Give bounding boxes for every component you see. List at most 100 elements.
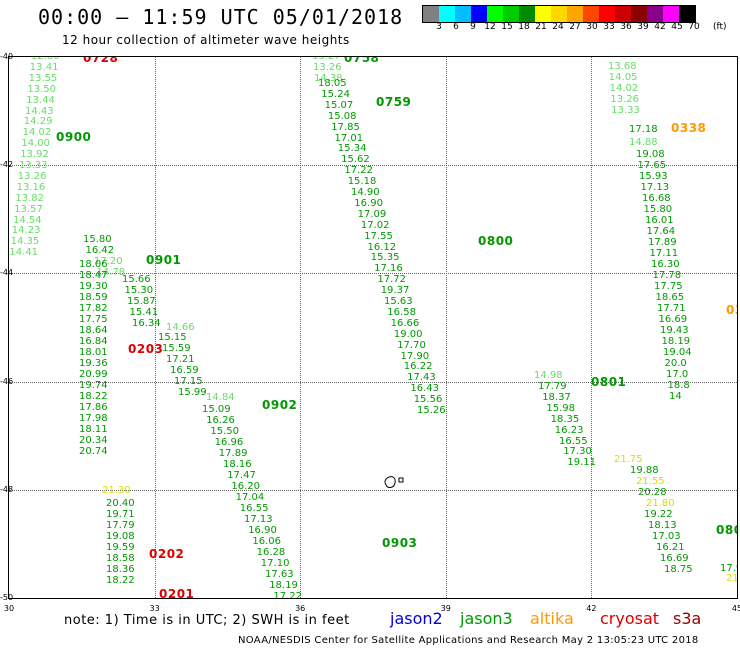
legend-jason2: jason2 <box>390 609 443 628</box>
map-subtitle: 12 hour collection of altimeter wave hei… <box>62 33 350 47</box>
wave-height-value: 15.30 <box>124 285 154 296</box>
pass-time-label: 0801 <box>591 375 627 389</box>
pass-time-label: 080 <box>716 523 737 537</box>
color-scale-tick: 42 <box>654 22 666 32</box>
wave-height-value: 18.22 <box>106 575 135 586</box>
wave-height-value: 16.22 <box>403 361 433 373</box>
color-scale-cell <box>551 6 567 22</box>
wave-height-value: 13.26 <box>313 62 342 73</box>
wave-height-value: 15.93 <box>639 171 668 182</box>
color-scale-cell <box>519 6 535 22</box>
color-scale-tick: 70 <box>688 22 700 32</box>
wave-height-value: 18.58 <box>106 553 135 564</box>
wave-height-value: 13.16 <box>16 181 46 193</box>
longitude-label: 42 <box>586 604 597 613</box>
wave-height-value: 21.75 <box>614 454 643 465</box>
color-scale-tick: 39 <box>637 22 649 32</box>
longitude-label: 33 <box>149 604 160 613</box>
wave-height-value: 13.50 <box>27 83 57 95</box>
longitude-gridline <box>445 57 447 598</box>
wave-height-value: 17.63 <box>265 569 294 580</box>
wave-height-value: 15.66 <box>122 274 151 285</box>
wave-height-value: 13.41 <box>29 61 59 73</box>
pass-time-label: 0203 <box>128 342 164 356</box>
latitude-label: -40 <box>0 52 14 61</box>
pass-time-label: 0201 <box>159 587 195 599</box>
wave-height-value: 16.69 <box>658 314 688 325</box>
wave-height-value: 17.79 <box>106 520 135 531</box>
latitude-label: -48 <box>0 484 14 494</box>
color-scale-cell <box>615 6 631 22</box>
pass-time-label: 0901 <box>146 253 182 267</box>
wave-height-value: 17.04 <box>235 492 265 503</box>
wave-height-value: 16.96 <box>214 437 244 448</box>
wave-height-value: 15.07 <box>324 99 354 111</box>
color-scale-cell <box>535 6 551 22</box>
wave-height-value: 14.98 <box>534 370 563 381</box>
wave-height-value: 15.99 <box>178 387 207 398</box>
wave-height-value: 17.98 <box>79 413 108 424</box>
wave-height-value: 18.35 <box>550 413 580 425</box>
wave-height-value: 14.84 <box>206 392 235 403</box>
wave-height-value: 16.12 <box>367 241 397 253</box>
wave-height-value: 21 <box>726 573 738 584</box>
wave-height-value: 13.55 <box>28 72 58 84</box>
wave-height-value: 16.28 <box>256 547 286 558</box>
wave-height-value: 17.10 <box>260 558 290 569</box>
wave-height-value: 16.30 <box>651 259 680 270</box>
wave-height-value: 21.30 <box>102 485 131 496</box>
wave-height-value: 17.86 <box>79 402 108 413</box>
legend-cryosat: cryosat <box>600 609 660 628</box>
wave-height-value: 14 <box>669 391 682 402</box>
pass-time-label: 0900 <box>56 130 92 144</box>
wave-height-value: 18.19 <box>269 580 298 591</box>
wave-height-value: 16.42 <box>85 245 115 256</box>
pass-time-label: 0728 <box>83 56 119 65</box>
latitude-gridline <box>9 381 737 383</box>
wave-height-value: 15.09 <box>202 404 231 415</box>
wave-height-value: 17.02 <box>360 219 390 231</box>
wave-height-value: 16.20 <box>231 481 261 492</box>
wave-height-value: 17.72 <box>377 274 407 286</box>
color-scale-tick: 30 <box>586 22 598 32</box>
pass-time-label: 03 <box>726 303 737 317</box>
wave-height-value: 15.26 <box>417 405 446 416</box>
wave-height-value: 19.22 <box>644 509 673 520</box>
wave-height-value: 17.21 <box>166 354 195 365</box>
color-scale-cell <box>679 6 695 22</box>
wave-height-value: 17.78 <box>652 270 682 281</box>
wave-height-value: 17.89 <box>648 237 677 248</box>
pass-time-label: 0759 <box>376 95 412 109</box>
color-scale-cell <box>567 6 583 22</box>
wave-height-value: 14.02 <box>609 83 639 94</box>
wave-height-value: 16.26 <box>206 415 235 426</box>
wave-height-value: 17.71 <box>657 303 686 314</box>
color-scale-tick: 21 <box>535 22 547 32</box>
color-scale-tick: 18 <box>518 22 530 32</box>
wave-height-value: 16.84 <box>79 336 108 347</box>
wave-height-value: 15.80 <box>83 234 112 245</box>
wave-height-value: 15.56 <box>413 394 443 406</box>
wave-height-value: 17.43 <box>407 372 436 384</box>
wave-height-value: 21.55 <box>636 476 665 487</box>
wave-height-value: 19.11 <box>567 457 597 469</box>
footnote: note: 1) Time is in UTC; 2) SWH is in fe… <box>64 613 350 628</box>
color-scale-cell <box>471 6 487 22</box>
color-scale-tick: 45 <box>671 22 683 32</box>
wave-height-value: 18.05 <box>318 78 347 89</box>
wave-height-value: 20.34 <box>79 435 108 446</box>
wave-height-value: 15.63 <box>384 296 413 307</box>
wave-height-value: 14.00 <box>21 138 51 150</box>
color-scale-tick: 36 <box>620 22 632 32</box>
color-scale-tick: 24 <box>552 22 564 32</box>
legend-s3a: s3a <box>673 609 702 628</box>
wave-height-value: 16.68 <box>642 193 671 204</box>
wave-height-value: 19.88 <box>630 465 659 476</box>
pass-time-label: 0800 <box>478 234 514 248</box>
wave-height-value: 17.89 <box>218 448 248 459</box>
longitude-label: 45 <box>731 604 740 613</box>
wave-height-value: 18.16 <box>223 459 252 470</box>
wave-height-value: 14.02 <box>22 127 52 139</box>
color-scale-ticks: 3 6 9 12 15 18 21 24 27 30 33 36 39 42 45 70 <box>422 22 712 34</box>
pass-time-label: 0902 <box>262 398 298 412</box>
